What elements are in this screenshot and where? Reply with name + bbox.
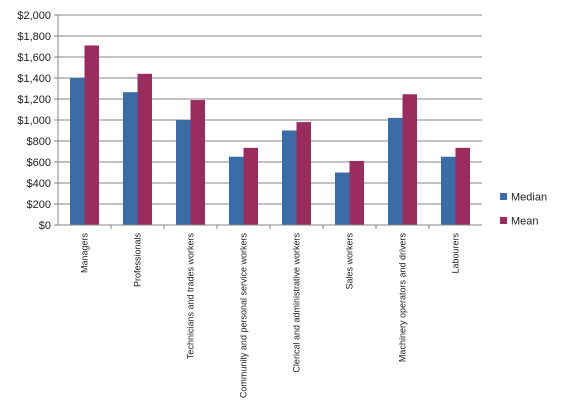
- bar-mean: [137, 73, 152, 225]
- bar-mean: [243, 147, 258, 225]
- x-category-label: Labourers: [451, 233, 461, 274]
- x-category-label: Machinery operators and drivers: [398, 233, 408, 363]
- bar-mean: [402, 94, 417, 226]
- bar-mean: [84, 45, 99, 226]
- bar-median: [176, 120, 191, 225]
- bars: [70, 45, 470, 226]
- bar-mean: [455, 147, 470, 225]
- x-category-label: Professionals: [133, 233, 143, 288]
- bar-mean: [190, 100, 205, 225]
- x-category-label: Community and personal service workers: [239, 233, 249, 399]
- legend-label-mean: Mean: [511, 216, 539, 228]
- bar-mean: [296, 122, 311, 225]
- bar-median: [229, 156, 244, 225]
- gridlines: [58, 14, 482, 205]
- y-tick-label: $1,400: [17, 73, 51, 85]
- y-tick-label: $1,000: [17, 115, 51, 127]
- legend-label-median: Median: [511, 192, 547, 204]
- y-tick-label: $200: [27, 199, 51, 211]
- y-tick-label: $1,600: [17, 52, 51, 64]
- legend-swatch-median: [500, 193, 507, 200]
- x-category-label: Managers: [80, 233, 90, 274]
- bar-median: [335, 172, 350, 225]
- bar-mean: [349, 160, 364, 225]
- legend: Median Mean: [500, 192, 547, 228]
- legend-swatch-mean: [500, 217, 507, 224]
- axes: [57, 15, 482, 229]
- x-axis-labels: Managers Professionals Technicians and tra…: [80, 233, 461, 399]
- x-category-label: Technicians and trades workers: [186, 233, 196, 360]
- y-tick-label: $800: [27, 136, 51, 148]
- bar-median: [70, 78, 85, 225]
- y-tick-label: $0: [39, 220, 51, 232]
- y-tick-label: $1,200: [17, 94, 51, 106]
- y-axis-ticks: $0 $200 $400 $600 $800 $1,000 $1,200 $1,400 $1,6…: [17, 10, 58, 232]
- x-category-label: Sales workers: [345, 233, 355, 290]
- bar-median: [388, 117, 403, 225]
- bar-median: [441, 156, 456, 225]
- y-tick-label: $2,000: [17, 10, 51, 22]
- y-tick-label: $1,800: [17, 31, 51, 43]
- y-tick-label: $600: [27, 157, 51, 169]
- bar-median: [123, 92, 138, 225]
- bar-median: [282, 130, 297, 225]
- y-tick-label: $400: [27, 178, 51, 190]
- x-category-label: Clerical and administrative workers: [292, 233, 302, 373]
